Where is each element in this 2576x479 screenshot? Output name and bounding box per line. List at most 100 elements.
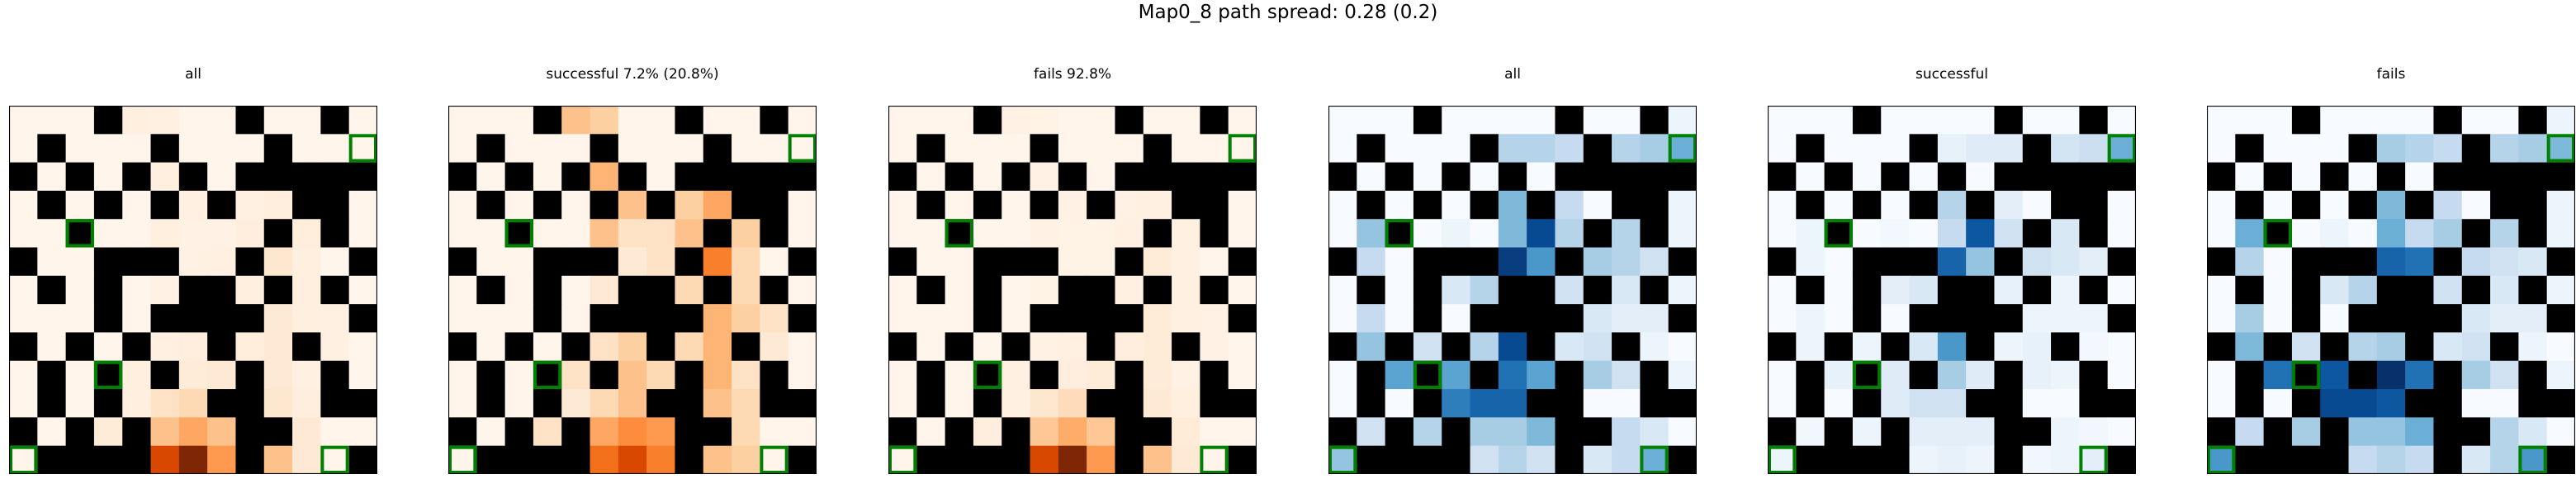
- obstacle-cell: [150, 360, 180, 390]
- goal-marker: [2263, 219, 2292, 248]
- panel-5-title: successful: [1915, 66, 1988, 83]
- heat-cell: [1612, 134, 1641, 164]
- obstacle-cell: [1881, 162, 1911, 192]
- obstacle-cell: [760, 389, 789, 418]
- heat-cell: [760, 445, 789, 474]
- obstacle-cell: [1796, 389, 1825, 418]
- obstacle-cell: [65, 219, 95, 249]
- heat-cell: [618, 445, 647, 474]
- obstacle-cell: [1498, 304, 1527, 334]
- obstacle-cell: [2518, 275, 2548, 305]
- obstacle-cell: [1527, 190, 1556, 220]
- obstacle-cell: [1640, 162, 1669, 192]
- obstacle-cell: [1328, 417, 1357, 447]
- heat-cell: [448, 360, 477, 390]
- obstacle-cell: [973, 106, 1002, 135]
- heat-cell: [1058, 134, 1087, 164]
- obstacle-cell: [1994, 106, 2024, 135]
- heat-cell: [1498, 332, 1527, 362]
- heat-cell: [1966, 162, 1996, 192]
- heat-cell: [1527, 106, 1556, 135]
- heat-cell: [1228, 360, 1257, 390]
- heat-cell: [888, 304, 917, 334]
- heat-cell: [292, 389, 321, 418]
- goal-marker: [2107, 134, 2136, 163]
- heat-cell: [1768, 219, 1797, 249]
- heat-cell: [675, 190, 704, 220]
- obstacle-cell: [703, 417, 732, 447]
- heat-cell: [207, 417, 237, 447]
- heat-cell: [646, 106, 676, 135]
- obstacle-cell: [888, 332, 917, 362]
- obstacle-cell: [93, 445, 123, 474]
- heat-cell: [2376, 106, 2406, 135]
- heat-cell: [973, 162, 1002, 192]
- obstacle-cell: [916, 445, 946, 474]
- heat-cell: [37, 417, 67, 447]
- heat-cell: [2320, 106, 2350, 135]
- heat-cell: [1668, 360, 1697, 390]
- heat-cell: [590, 332, 619, 362]
- heat-cell: [732, 304, 760, 334]
- heat-cell: [2022, 389, 2052, 418]
- obstacle-cell: [1200, 360, 1229, 390]
- heat-cell: [646, 445, 676, 474]
- obstacle-cell: [1058, 275, 1087, 305]
- obstacle-cell: [1640, 219, 1669, 249]
- obstacle-cell: [2235, 389, 2265, 418]
- heat-cell: [1172, 389, 1200, 418]
- heat-cell: [533, 332, 562, 362]
- heat-cell: [37, 219, 67, 249]
- heat-cell: [1172, 304, 1200, 334]
- heat-cell: [2490, 134, 2519, 164]
- heat-cell: [150, 219, 180, 249]
- obstacle-cell: [2433, 360, 2463, 390]
- heat-cell: [2291, 162, 2321, 192]
- heat-cell: [1470, 219, 1499, 249]
- obstacle-cell: [504, 417, 534, 447]
- heat-cell: [2405, 247, 2435, 277]
- obstacle-cell: [2405, 304, 2435, 334]
- heat-cell: [675, 332, 704, 362]
- heat-cell: [760, 417, 789, 447]
- heat-cell: [2207, 389, 2236, 418]
- heat-cell: [2320, 360, 2350, 390]
- heat-cell: [1385, 106, 1414, 135]
- heat-cell: [2405, 445, 2435, 474]
- obstacle-cell: [1470, 190, 1499, 220]
- heat-cell: [888, 219, 917, 249]
- obstacle-cell: [1172, 162, 1200, 192]
- heat-cell: [2320, 134, 2350, 164]
- heat-cell: [1796, 162, 1825, 192]
- heat-cell: [1937, 445, 1967, 474]
- heat-cell: [2051, 445, 2080, 474]
- heat-cell: [590, 445, 619, 474]
- heat-cell: [448, 190, 477, 220]
- obstacle-cell: [1200, 106, 1229, 135]
- obstacle-cell: [1796, 190, 1825, 220]
- heat-cell: [1966, 134, 1996, 164]
- obstacle-cell: [207, 332, 237, 362]
- obstacle-cell: [2291, 304, 2321, 334]
- goal-marker: [945, 219, 973, 248]
- obstacle-cell: [675, 106, 704, 135]
- obstacle-cell: [590, 247, 619, 277]
- obstacle-cell: [1640, 389, 1669, 418]
- obstacle-cell: [122, 417, 152, 447]
- heat-cell: [320, 304, 350, 334]
- obstacle-cell: [1087, 389, 1116, 418]
- obstacle-cell: [2546, 304, 2575, 334]
- obstacle-cell: [1909, 134, 1939, 164]
- heat-cell: [916, 162, 946, 192]
- heat-cell: [2263, 360, 2293, 390]
- heat-cell: [1768, 304, 1797, 334]
- obstacle-cell: [2376, 275, 2406, 305]
- obstacle-cell: [1527, 389, 1556, 418]
- obstacle-cell: [292, 162, 321, 192]
- heat-cell: [2263, 389, 2293, 418]
- heat-cell: [973, 134, 1002, 164]
- heat-cell: [1768, 360, 1797, 390]
- goal-marker: [1228, 134, 1257, 163]
- heat-cell: [2263, 106, 2293, 135]
- obstacle-cell: [1555, 106, 1584, 135]
